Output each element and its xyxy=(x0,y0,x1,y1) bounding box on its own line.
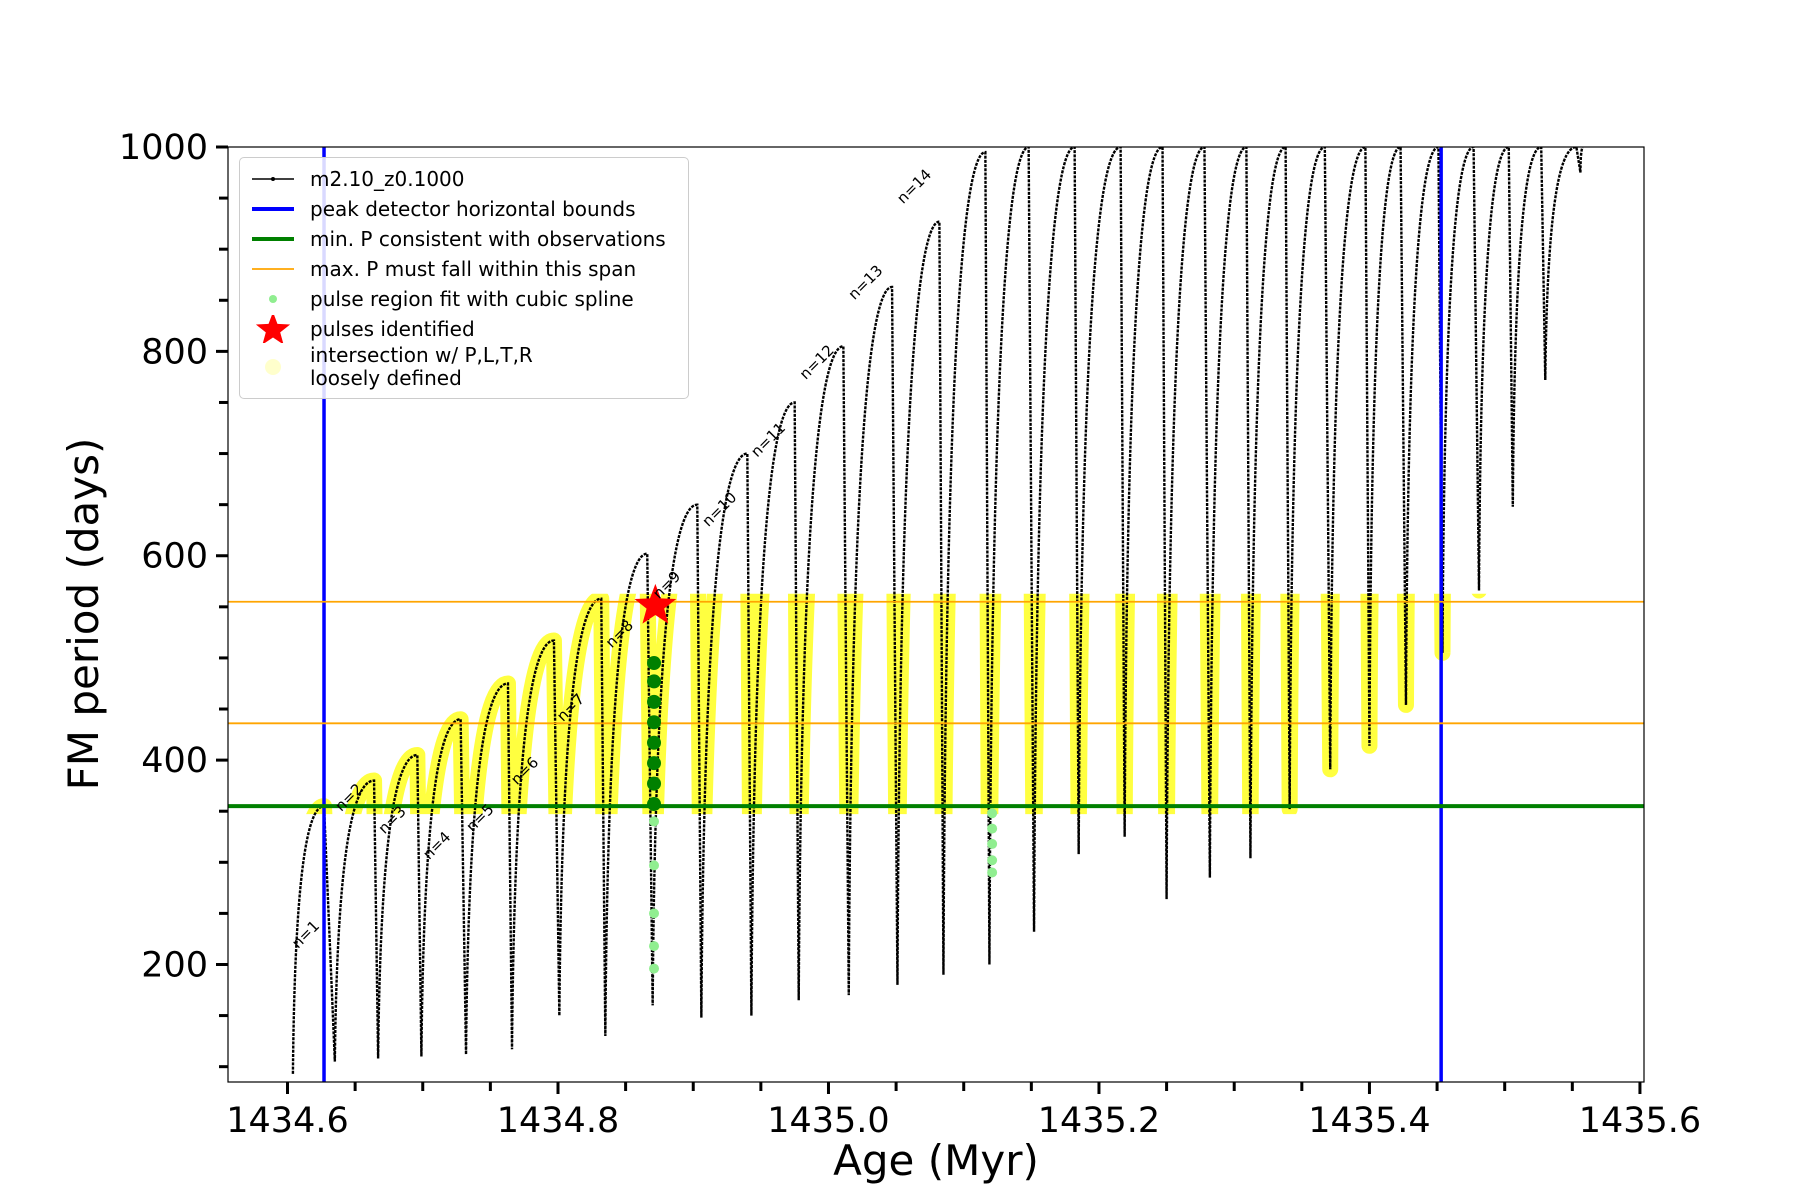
fit-point xyxy=(647,735,662,750)
fit-point xyxy=(647,797,662,812)
y-tick-label: 200 xyxy=(141,945,208,985)
y-tick-label: 400 xyxy=(141,741,208,781)
legend-label: intersection w/ P,L,T,R loosely defined xyxy=(310,343,533,390)
legend-dot xyxy=(269,295,277,303)
legend-icon xyxy=(252,237,294,241)
pulse-label: n=11 xyxy=(747,419,789,461)
x-tick-label: 1435.0 xyxy=(767,1101,889,1141)
legend-label: pulses identified xyxy=(310,316,475,341)
fit-point xyxy=(649,860,660,871)
x-tick-label: 1435.4 xyxy=(1308,1101,1430,1141)
legend-icon xyxy=(265,359,281,375)
legend-entry: pulse region fit with cubic spline xyxy=(240,284,688,314)
legend-icon xyxy=(252,177,294,181)
x-tick-label: 1434.8 xyxy=(497,1101,619,1141)
period-line xyxy=(291,147,1584,1074)
fit-point xyxy=(647,694,662,709)
pulse-label: n=4 xyxy=(419,828,454,863)
legend-dot xyxy=(265,359,281,375)
legend-entry: peak detector horizontal bounds xyxy=(240,194,688,224)
fit-point xyxy=(987,823,998,834)
x-tick-label: 1435.6 xyxy=(1579,1101,1701,1141)
legend-dot xyxy=(271,177,275,181)
fit-point xyxy=(649,908,660,919)
x-axis-label: Age (Myr) xyxy=(833,1136,1039,1185)
legend-label: peak detector horizontal bounds xyxy=(310,196,636,221)
legend-entry: m2.10_z0.1000 xyxy=(240,164,688,194)
legend-icon xyxy=(255,315,291,343)
fit-point xyxy=(987,867,998,878)
fit-point xyxy=(647,715,662,730)
legend-label: pulse region fit with cubic spline xyxy=(310,286,634,311)
y-tick-label: 800 xyxy=(141,332,208,372)
fit-point xyxy=(647,776,662,791)
legend-entry: min. P consistent with observations xyxy=(240,224,688,254)
y-tick-label: 1000 xyxy=(119,128,208,168)
fit-point xyxy=(647,674,662,689)
fit-point xyxy=(647,656,662,671)
fit-point xyxy=(987,808,998,819)
pulse-label: n=1 xyxy=(288,917,323,952)
legend-label: min. P consistent with observations xyxy=(310,226,666,251)
legend-star xyxy=(255,315,291,343)
legend-icon xyxy=(269,295,277,303)
fit-point xyxy=(987,838,998,849)
legend-icon xyxy=(252,207,294,211)
legend-entry: max. P must fall within this span xyxy=(240,254,688,284)
fit-point xyxy=(649,941,660,952)
fit-point xyxy=(987,855,998,866)
y-axis-label: FM period (days) xyxy=(59,438,108,791)
pulse-label: n=13 xyxy=(845,262,887,304)
legend-label: m2.10_z0.1000 xyxy=(310,166,465,191)
fit-point xyxy=(647,756,662,771)
pulse-label: n=10 xyxy=(699,488,741,530)
plot-frame xyxy=(227,146,1645,1083)
fit-point xyxy=(649,816,660,827)
pulse-star xyxy=(634,583,677,624)
y-tick-label: 600 xyxy=(141,537,208,577)
pulse-label: n=14 xyxy=(893,165,935,207)
legend-icon xyxy=(252,268,294,270)
fit-point xyxy=(649,963,660,974)
x-tick-label: 1434.6 xyxy=(226,1101,348,1141)
legend-entry: intersection w/ P,L,T,R loosely defined xyxy=(240,344,688,390)
legend-label: max. P must fall within this span xyxy=(310,256,637,281)
x-tick-label: 1435.2 xyxy=(1038,1101,1160,1141)
pulse-label: n=12 xyxy=(796,341,838,383)
legend-entry: pulses identified xyxy=(240,314,688,344)
